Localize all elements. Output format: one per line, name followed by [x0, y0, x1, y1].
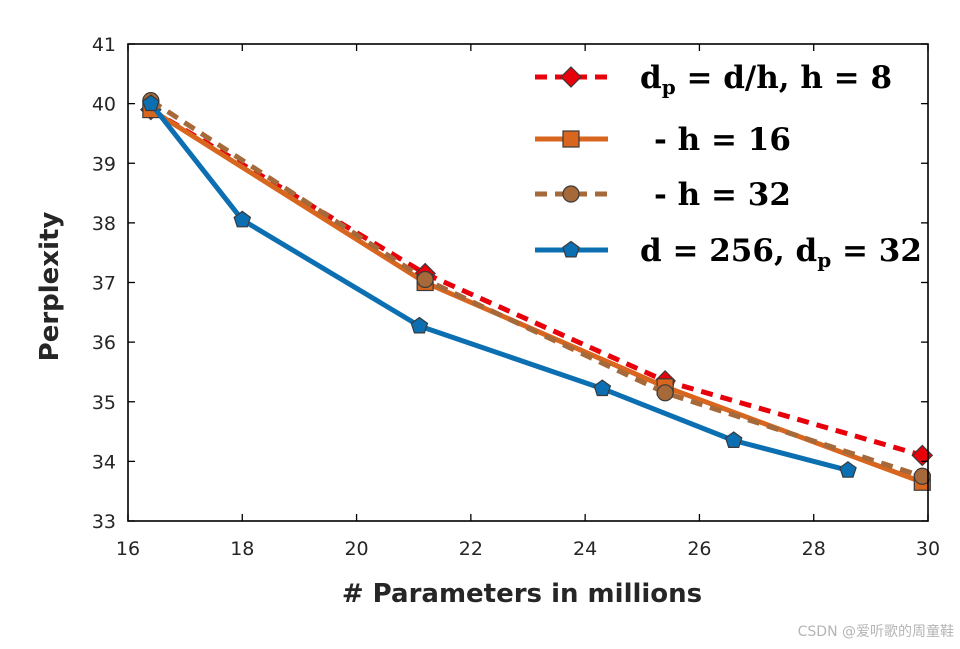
y-tick-label: 39 — [92, 153, 116, 175]
legend-label: - h = 16 — [654, 122, 791, 158]
circle-marker — [656, 384, 674, 402]
pentagon-marker — [562, 240, 580, 258]
legend-label-main: - h = 32 — [654, 177, 791, 213]
series-line — [149, 98, 924, 479]
legend-entry: d = 256, dp = 32 — [535, 233, 922, 272]
pentagon-marker — [724, 431, 743, 448]
axes: 16 18 20 22 24 26 28 30 33 34 35 36 37 38 39 40 41 # Para… — [35, 34, 940, 609]
circle-marker — [562, 185, 580, 203]
legend-label: d = 256, dp = 32 — [640, 233, 922, 272]
diamond-marker — [560, 66, 582, 88]
y-axis-title: Perplexity — [35, 212, 65, 362]
legend-entry: - h = 16 — [535, 122, 791, 158]
legend-label-rest: = 32 — [831, 233, 922, 269]
legend-label-rest: = d/h, h = 8 — [676, 60, 892, 96]
series-2 — [142, 100, 931, 491]
pentagon-marker — [233, 210, 252, 228]
pentagon-marker — [142, 94, 160, 112]
legend-label-subscript: p — [662, 75, 676, 99]
x-tick-label: 18 — [230, 538, 254, 560]
series-line — [149, 107, 924, 485]
legend-label-main: - h = 16 — [654, 122, 791, 158]
legend-entry: - h = 32 — [535, 177, 791, 213]
diamond-marker — [911, 444, 934, 467]
x-tick-label: 20 — [344, 538, 368, 560]
legend-entry: dp = d/h, h = 8 — [535, 60, 892, 99]
y-tick-label: 35 — [92, 392, 116, 414]
x-tick-label: 22 — [459, 538, 483, 560]
watermark: CSDN @爱听歌的周童鞋 — [797, 624, 954, 640]
y-tick-label: 37 — [92, 273, 116, 295]
x-tick-label: 26 — [687, 538, 711, 560]
pentagon-marker — [410, 316, 429, 334]
pentagon-marker — [593, 379, 612, 397]
series-4 — [142, 94, 857, 478]
legend-label-main: d = 256, d — [640, 233, 817, 269]
series-3 — [142, 92, 931, 485]
legend-label-subscript: p — [817, 248, 831, 272]
legend-label: dp = d/h, h = 8 — [640, 60, 892, 99]
series-1 — [140, 98, 934, 467]
y-tick-label: 34 — [92, 451, 116, 473]
legend-label-main: d — [640, 60, 662, 96]
y-tick-label: 36 — [92, 332, 116, 354]
legend: dp = d/h, h = 8- h = 16- h = 32d = 256, … — [535, 60, 922, 272]
x-tick-label: 28 — [802, 538, 826, 560]
square-marker — [562, 130, 580, 148]
series-line — [148, 102, 849, 473]
series-line — [149, 107, 923, 458]
y-tick-label: 40 — [92, 94, 116, 116]
x-axis-title: # Parameters in millions — [342, 579, 702, 609]
x-tick-label: 24 — [573, 538, 597, 560]
x-tick-label: 30 — [916, 538, 940, 560]
y-tick-label: 41 — [92, 34, 116, 56]
plot-area — [140, 92, 934, 491]
circle-marker — [913, 467, 931, 485]
y-tick-label: 38 — [92, 213, 116, 235]
legend-label: - h = 32 — [654, 177, 791, 213]
circle-marker — [416, 270, 434, 289]
plot-frame — [127, 43, 929, 522]
y-tick-label: 33 — [92, 511, 116, 533]
x-tick-label: 16 — [116, 538, 140, 560]
pentagon-marker — [839, 461, 857, 478]
